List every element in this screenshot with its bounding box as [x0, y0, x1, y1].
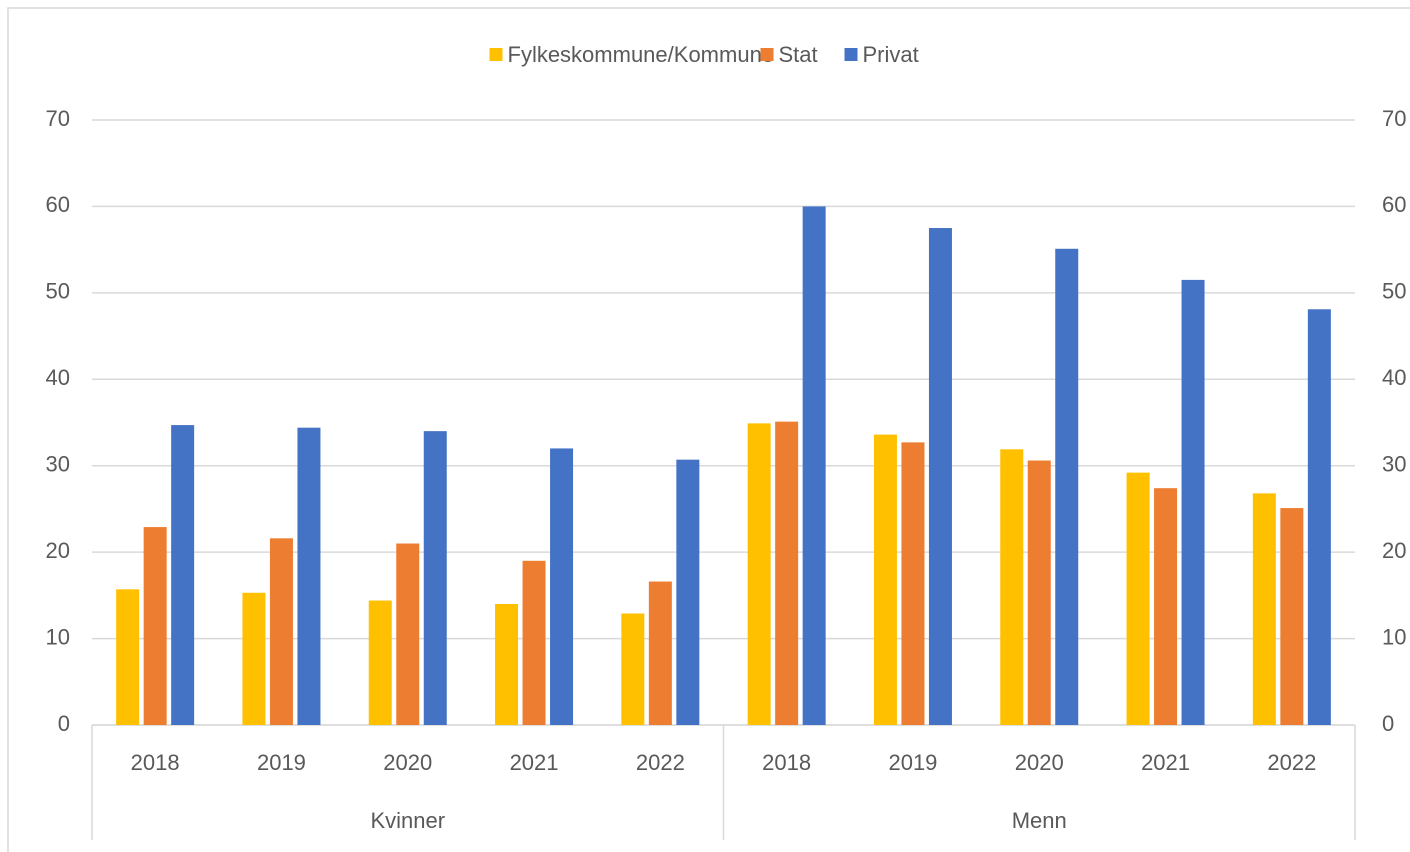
y2-tick-label: 40 [1382, 365, 1406, 390]
legend-label: Fylkeskommune/Kommune [508, 42, 775, 67]
x-tick-label: 2020 [1015, 750, 1064, 775]
y2-tick-label: 30 [1382, 452, 1406, 477]
y-tick-label: 20 [46, 538, 70, 563]
x-tick-label: 2018 [131, 750, 180, 775]
bar [1027, 460, 1051, 725]
y2-tick-label: 50 [1382, 279, 1406, 304]
bar [1280, 508, 1304, 725]
bar [143, 527, 167, 725]
legend-swatch [844, 48, 858, 61]
bar [873, 434, 897, 725]
legend-label: Stat [779, 42, 818, 67]
legend-swatch [489, 48, 503, 61]
bar [928, 228, 952, 726]
bar [522, 560, 546, 725]
y2-tick-label: 0 [1382, 711, 1394, 736]
bar [802, 206, 826, 725]
bar [747, 423, 771, 725]
x-tick-label: 2020 [383, 750, 432, 775]
y-tick-label: 60 [46, 192, 70, 217]
y-tick-label: 30 [46, 452, 70, 477]
bar [1252, 493, 1276, 725]
x-tick-label: 2019 [257, 750, 306, 775]
x-tick-label: 2021 [1141, 750, 1190, 775]
legend-swatch [760, 48, 774, 61]
bar [368, 600, 392, 725]
x-tick-label: 2022 [1267, 750, 1316, 775]
legend-label: Privat [863, 42, 919, 67]
bar [621, 613, 645, 725]
y-tick-label: 10 [46, 624, 70, 649]
y-tick-label: 70 [46, 106, 70, 131]
bar [1154, 488, 1178, 725]
x-tick-label: 2018 [762, 750, 811, 775]
group-label: Menn [1012, 808, 1067, 833]
bar [1000, 449, 1024, 725]
y2-tick-label: 20 [1382, 538, 1406, 563]
bar [676, 459, 700, 725]
bar [116, 589, 140, 725]
bar [550, 448, 574, 725]
bar [1307, 309, 1331, 725]
y2-tick-label: 10 [1382, 624, 1406, 649]
y-tick-label: 50 [46, 279, 70, 304]
bar [1126, 472, 1150, 725]
bar [495, 604, 519, 725]
y-tick-label: 0 [58, 711, 70, 736]
x-tick-label: 2019 [888, 750, 937, 775]
chart-frame [7, 7, 1410, 852]
bar [396, 543, 420, 725]
bar [297, 427, 321, 725]
bar [901, 442, 925, 725]
bar [171, 425, 195, 725]
bar [423, 431, 447, 725]
bar [242, 592, 266, 725]
y-tick-label: 40 [46, 365, 70, 390]
x-tick-label: 2022 [636, 750, 685, 775]
bar [775, 421, 799, 725]
y2-tick-label: 70 [1382, 106, 1406, 131]
y2-tick-label: 60 [1382, 192, 1406, 217]
bar [1181, 279, 1205, 725]
group-label: Kvinner [370, 808, 445, 833]
bar [269, 538, 293, 725]
bar [1055, 248, 1079, 725]
x-tick-label: 2021 [510, 750, 559, 775]
bar [648, 581, 672, 725]
